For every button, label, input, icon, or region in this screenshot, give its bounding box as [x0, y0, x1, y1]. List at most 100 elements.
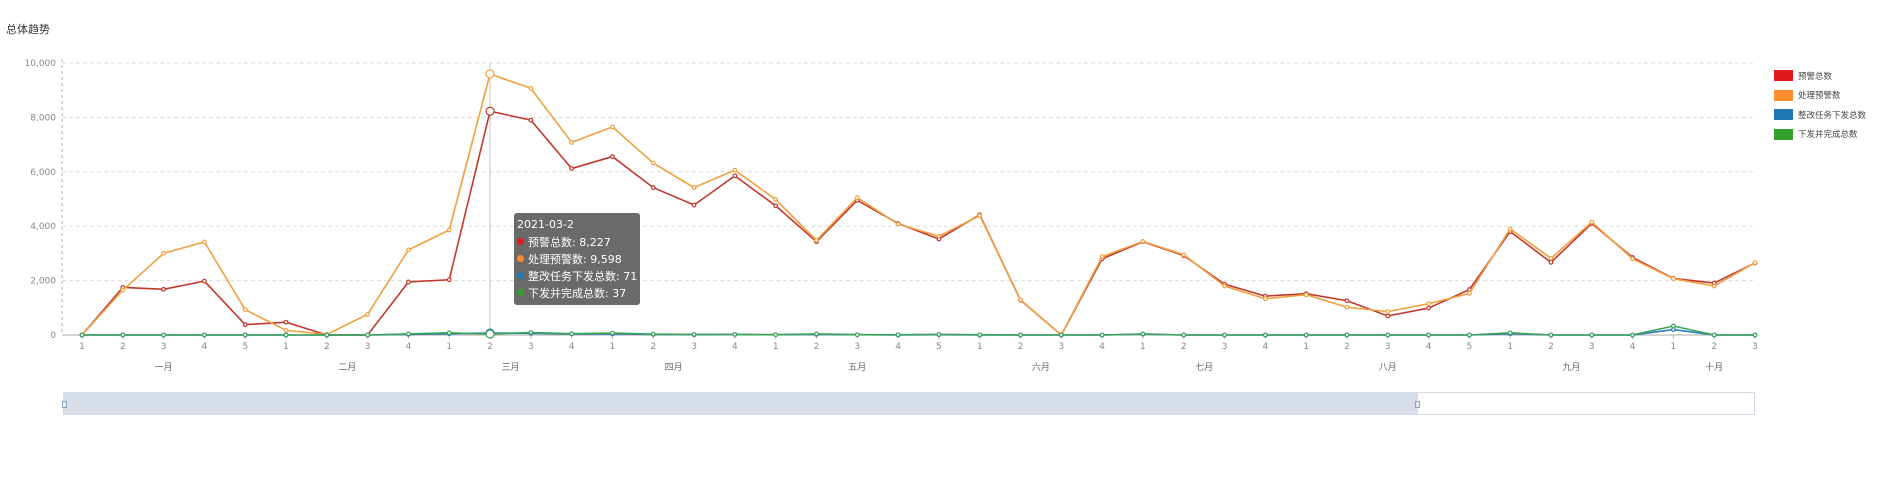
- x-month-label: 八月: [1379, 362, 1397, 373]
- data-zoom-selection[interactable]: [64, 393, 1418, 414]
- data-point: [1385, 313, 1391, 319]
- chart-tooltip: 2021-03-2 预警总数: 8,227 处理预警数: 9,598 整改任务下…: [514, 213, 640, 305]
- data-point: [1018, 297, 1023, 303]
- x-tick-label: 3: [1058, 342, 1064, 352]
- data-point: [1344, 298, 1350, 304]
- legend-item-processed[interactable]: 处理预警数: [1774, 86, 1866, 106]
- x-month-label: 六月: [1032, 361, 1050, 373]
- zoom-handle-right-icon[interactable]: [1414, 401, 1420, 408]
- x-month-label: 五月: [848, 362, 866, 373]
- data-point: [446, 227, 452, 233]
- x-tick-label: 3: [528, 342, 534, 352]
- data-point: [1303, 332, 1309, 338]
- data-point: [1385, 332, 1391, 338]
- data-point: [773, 203, 779, 209]
- tooltip-date: 2021-03-2: [517, 218, 574, 231]
- data-zoom-slider[interactable]: [62, 392, 1755, 415]
- data-point: [1426, 305, 1431, 311]
- data-point: [528, 117, 534, 123]
- tooltip-row-label: 处理预警数: 9,598: [528, 252, 622, 266]
- x-tick-label: 1: [610, 342, 616, 352]
- data-point: [1385, 309, 1391, 315]
- green-dot-icon: [517, 289, 524, 296]
- x-tick-label: 5: [242, 342, 248, 352]
- data-point: [1752, 332, 1758, 338]
- data-point: [1630, 256, 1635, 262]
- x-tick-label: 4: [732, 342, 738, 352]
- data-point: [1018, 332, 1023, 338]
- legend-item-issued-completed[interactable]: 下发并完成总数: [1774, 125, 1866, 145]
- data-point: [1426, 332, 1431, 338]
- tooltip-row-label: 预警总数: 8,227: [528, 235, 611, 249]
- data-point: [446, 330, 452, 336]
- data-point: [1058, 332, 1064, 338]
- x-month-label: 三月: [501, 362, 519, 373]
- data-point: [814, 237, 819, 243]
- data-point: [1099, 254, 1105, 260]
- data-point: [283, 319, 289, 325]
- data-point: [936, 332, 942, 337]
- x-tick-label: 2: [324, 342, 330, 352]
- data-point: [1548, 255, 1554, 261]
- x-tick-label: 5: [1466, 342, 1472, 352]
- red-dot-icon: [517, 238, 524, 245]
- x-tick-label: 3: [691, 342, 697, 352]
- x-tick-label: 1: [977, 342, 983, 352]
- x-tick-label: 2: [1711, 342, 1717, 352]
- data-point: [732, 173, 738, 179]
- data-point: [1344, 332, 1350, 338]
- y-tick-label: 2,000: [30, 277, 56, 287]
- data-point: [1589, 219, 1595, 225]
- data-point: [485, 106, 495, 116]
- data-point: [242, 322, 248, 328]
- x-tick-label: 1: [79, 342, 85, 352]
- x-tick-label: 1: [1507, 342, 1513, 352]
- x-tick-label: 3: [1385, 342, 1391, 352]
- data-point: [406, 247, 411, 253]
- data-point: [895, 332, 901, 338]
- x-month-label: 一月: [155, 362, 173, 373]
- tooltip-row: 处理预警数: 9,598: [517, 250, 640, 267]
- y-tick-label: 6,000: [30, 168, 56, 178]
- x-tick-label: 1: [283, 342, 289, 352]
- legend-item-alert-total[interactable]: 预警总数: [1774, 66, 1866, 86]
- series-line-0: [81, 110, 1756, 337]
- data-point: [569, 140, 575, 145]
- data-point: [1466, 290, 1472, 296]
- data-point: [528, 85, 534, 91]
- x-tick-label: 2: [1181, 342, 1187, 352]
- data-point: [120, 287, 126, 293]
- legend-label: 预警总数: [1798, 71, 1833, 82]
- data-point: [1262, 332, 1268, 338]
- x-tick-label: 2: [1548, 342, 1554, 352]
- legend-swatch-green-icon: [1774, 128, 1793, 140]
- y-tick-label: 8,000: [30, 113, 56, 123]
- x-tick-label: 1: [1303, 342, 1309, 352]
- zoom-handle-left-icon[interactable]: [62, 401, 67, 408]
- data-point: [1466, 332, 1472, 338]
- data-point: [365, 332, 371, 338]
- data-point: [1344, 304, 1350, 310]
- data-point: [79, 332, 85, 338]
- x-month-label: 十月: [1705, 361, 1723, 373]
- data-point: [1548, 332, 1554, 338]
- data-point: [446, 277, 452, 283]
- data-point: [650, 331, 656, 337]
- legend-label: 下发并完成总数: [1798, 130, 1858, 141]
- data-point: [283, 327, 289, 333]
- x-tick-label: 2: [1344, 342, 1350, 352]
- blue-dot-icon: [517, 272, 524, 279]
- data-point: [691, 202, 697, 208]
- data-point: [406, 279, 411, 285]
- legend-item-rectify-issued[interactable]: 整改任务下发总数: [1774, 105, 1866, 125]
- data-point: [528, 330, 534, 335]
- legend: 预警总数 处理预警数 整改任务下发总数 下发并完成总数: [1774, 66, 1866, 144]
- x-tick-label: 4: [1426, 342, 1432, 352]
- x-tick-label: 2: [814, 342, 820, 352]
- data-point: [202, 278, 207, 284]
- data-point: [1752, 260, 1758, 266]
- x-tick-label: 1: [773, 342, 779, 352]
- data-point: [120, 332, 126, 338]
- data-point: [1630, 332, 1635, 338]
- data-point: [650, 160, 656, 166]
